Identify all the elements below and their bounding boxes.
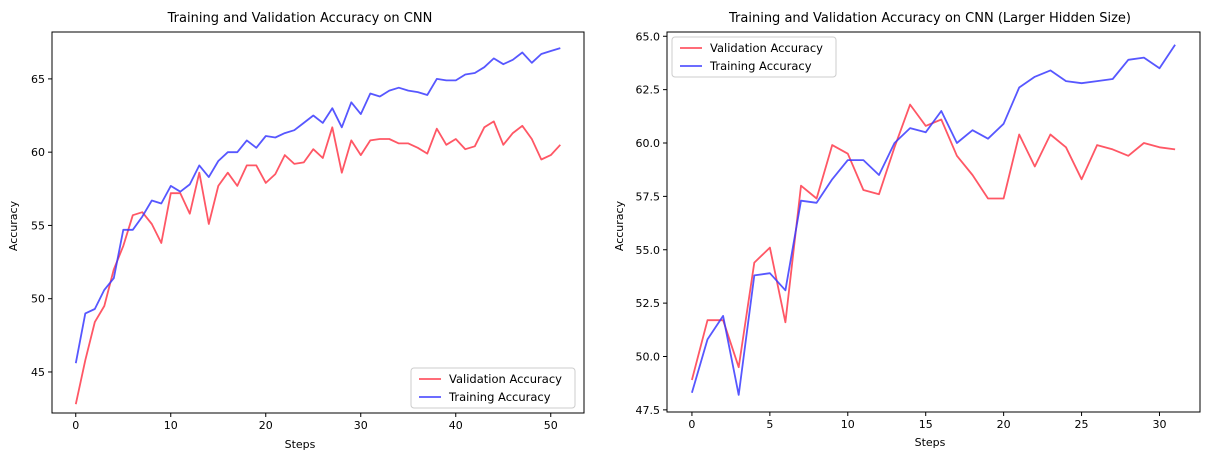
legend-label: Validation Accuracy xyxy=(710,41,823,55)
x-tick-label: 30 xyxy=(1152,418,1166,431)
axes-frame xyxy=(666,31,1201,413)
y-tick-label: 52.5 xyxy=(636,297,661,310)
x-tick-label: 40 xyxy=(449,419,463,432)
series-line-validation-accuracy xyxy=(691,103,1176,381)
x-tick-label: 5 xyxy=(766,418,773,431)
x-tick-label: 30 xyxy=(354,419,368,432)
legend-label: Validation Accuracy xyxy=(449,372,562,386)
chart-title: Training and Validation Accuracy on CNN xyxy=(167,11,433,26)
legend-label: Training Accuracy xyxy=(448,390,551,404)
x-tick-label: 0 xyxy=(72,419,79,432)
axes-frame xyxy=(51,31,585,414)
x-axis-label: Steps xyxy=(915,436,946,449)
plot-area: 0 5 10 15 20 25 30 47.5 50.0 52.5 55.0 57.5 60.0 62.5… xyxy=(636,30,1201,431)
series-line-training-accuracy xyxy=(691,44,1176,396)
plot-area: 0 10 20 30 40 50 45 50 55 60 65 Validation Accuracy… xyxy=(31,31,585,432)
x-tick-label: 15 xyxy=(919,418,933,431)
series-line-training-accuracy xyxy=(74,47,561,364)
legend-box xyxy=(671,36,837,78)
x-tick-label: 25 xyxy=(1075,418,1089,431)
series-line-validation-accuracy xyxy=(74,120,561,405)
legend: Validation Accuracy Training Accuracy xyxy=(410,367,576,409)
y-axis-label: Accuracy xyxy=(613,200,626,251)
legend-label: Training Accuracy xyxy=(709,59,812,73)
x-tick-label: 0 xyxy=(688,418,695,431)
y-tick-label: 62.5 xyxy=(636,84,661,97)
y-tick-label: 50 xyxy=(31,293,45,306)
chart-left: Training and Validation Accuracy on CNN … xyxy=(7,11,585,451)
y-tick-label: 60 xyxy=(31,146,45,159)
legend: Validation Accuracy Training Accuracy xyxy=(671,36,837,78)
y-tick-label: 55 xyxy=(31,219,45,232)
x-axis-label: Steps xyxy=(285,438,316,451)
y-tick-label: 50.0 xyxy=(636,350,661,363)
y-tick-label: 65.0 xyxy=(636,30,661,43)
chart-right: Training and Validation Accuracy on CNN … xyxy=(613,11,1201,449)
legend-box xyxy=(410,367,576,409)
y-tick-label: 55.0 xyxy=(636,244,661,257)
x-tick-label: 50 xyxy=(544,419,558,432)
y-tick-label: 47.5 xyxy=(636,404,661,417)
x-tick-label: 10 xyxy=(164,419,178,432)
y-axis-label: Accuracy xyxy=(7,200,20,251)
chart-title: Training and Validation Accuracy on CNN … xyxy=(728,11,1131,26)
y-tick-label: 57.5 xyxy=(636,190,661,203)
y-tick-label: 65 xyxy=(31,73,45,86)
x-tick-label: 20 xyxy=(997,418,1011,431)
y-tick-label: 60.0 xyxy=(636,137,661,150)
x-tick-label: 10 xyxy=(841,418,855,431)
x-tick-label: 20 xyxy=(259,419,273,432)
y-tick-label: 45 xyxy=(31,366,45,379)
